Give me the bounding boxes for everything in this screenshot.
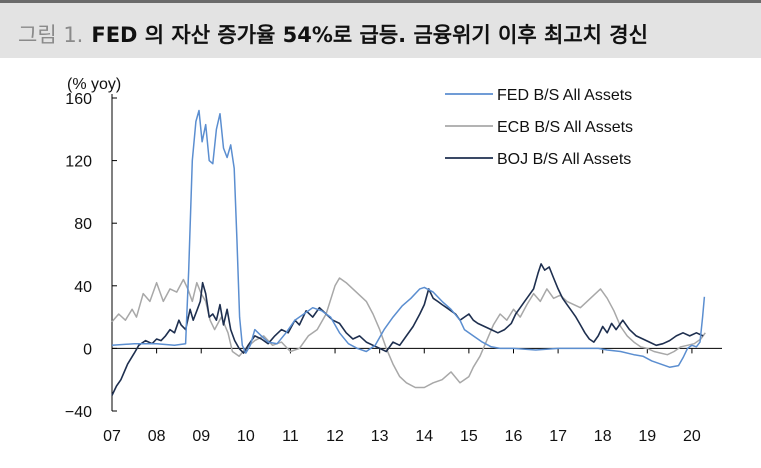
series-line-boj (111, 263, 704, 396)
chart-axes: −40 0 40 80 120 160 07 08 09 10 11 12 13 14 15 16 17 18 19… (65, 76, 722, 445)
x-tick-label: 08 (148, 428, 166, 445)
y-axis-unit-label: (% yoy) (67, 76, 121, 93)
x-tick-label: 13 (371, 428, 389, 445)
y-tick-label: 120 (65, 154, 92, 171)
figure-number: 그림 1. (18, 23, 84, 47)
series-line-fed (111, 109, 706, 368)
figure-title-bar: 그림 1. FED 의 자산 증가율 54%로 급등. 금융위기 이후 최고치 경… (0, 0, 761, 58)
x-tick-label: 17 (549, 428, 567, 445)
x-tick-label: 15 (460, 428, 478, 445)
y-tick-label: 40 (74, 279, 92, 296)
x-tick-label: 12 (326, 428, 344, 445)
legend-label-boj: BOJ B/S All Assets (497, 151, 631, 168)
x-tick-label: 10 (237, 428, 255, 445)
x-tick-label: 16 (505, 428, 523, 445)
chart-plot-area (111, 109, 706, 396)
y-tick-label: 80 (74, 216, 92, 233)
x-tick-label: 20 (683, 428, 701, 445)
x-tick-label: 09 (192, 428, 210, 445)
x-tick-label: 07 (103, 428, 121, 445)
legend-label-fed: FED B/S All Assets (497, 87, 632, 104)
figure-title-text: FED 의 자산 증가율 54%로 급등. 금융위기 이후 최고치 경신 (91, 23, 648, 47)
x-tick-label: 11 (282, 428, 299, 445)
x-tick-label: 19 (638, 428, 656, 445)
x-tick-label: 18 (594, 428, 612, 445)
y-tick-label: −40 (65, 404, 92, 421)
y-tick-label: 160 (65, 91, 92, 108)
legend-label-ecb: ECB B/S All Assets (497, 119, 633, 136)
series-line-ecb (111, 277, 706, 389)
chart-legend: FED B/S All Assets ECB B/S All Assets BOJ … (445, 87, 633, 168)
x-tick-label: 14 (415, 428, 433, 445)
y-tick-label: 0 (83, 341, 92, 358)
figure-title: 그림 1. FED 의 자산 증가율 54%로 급등. 금융위기 이후 최고치 경… (18, 19, 648, 49)
